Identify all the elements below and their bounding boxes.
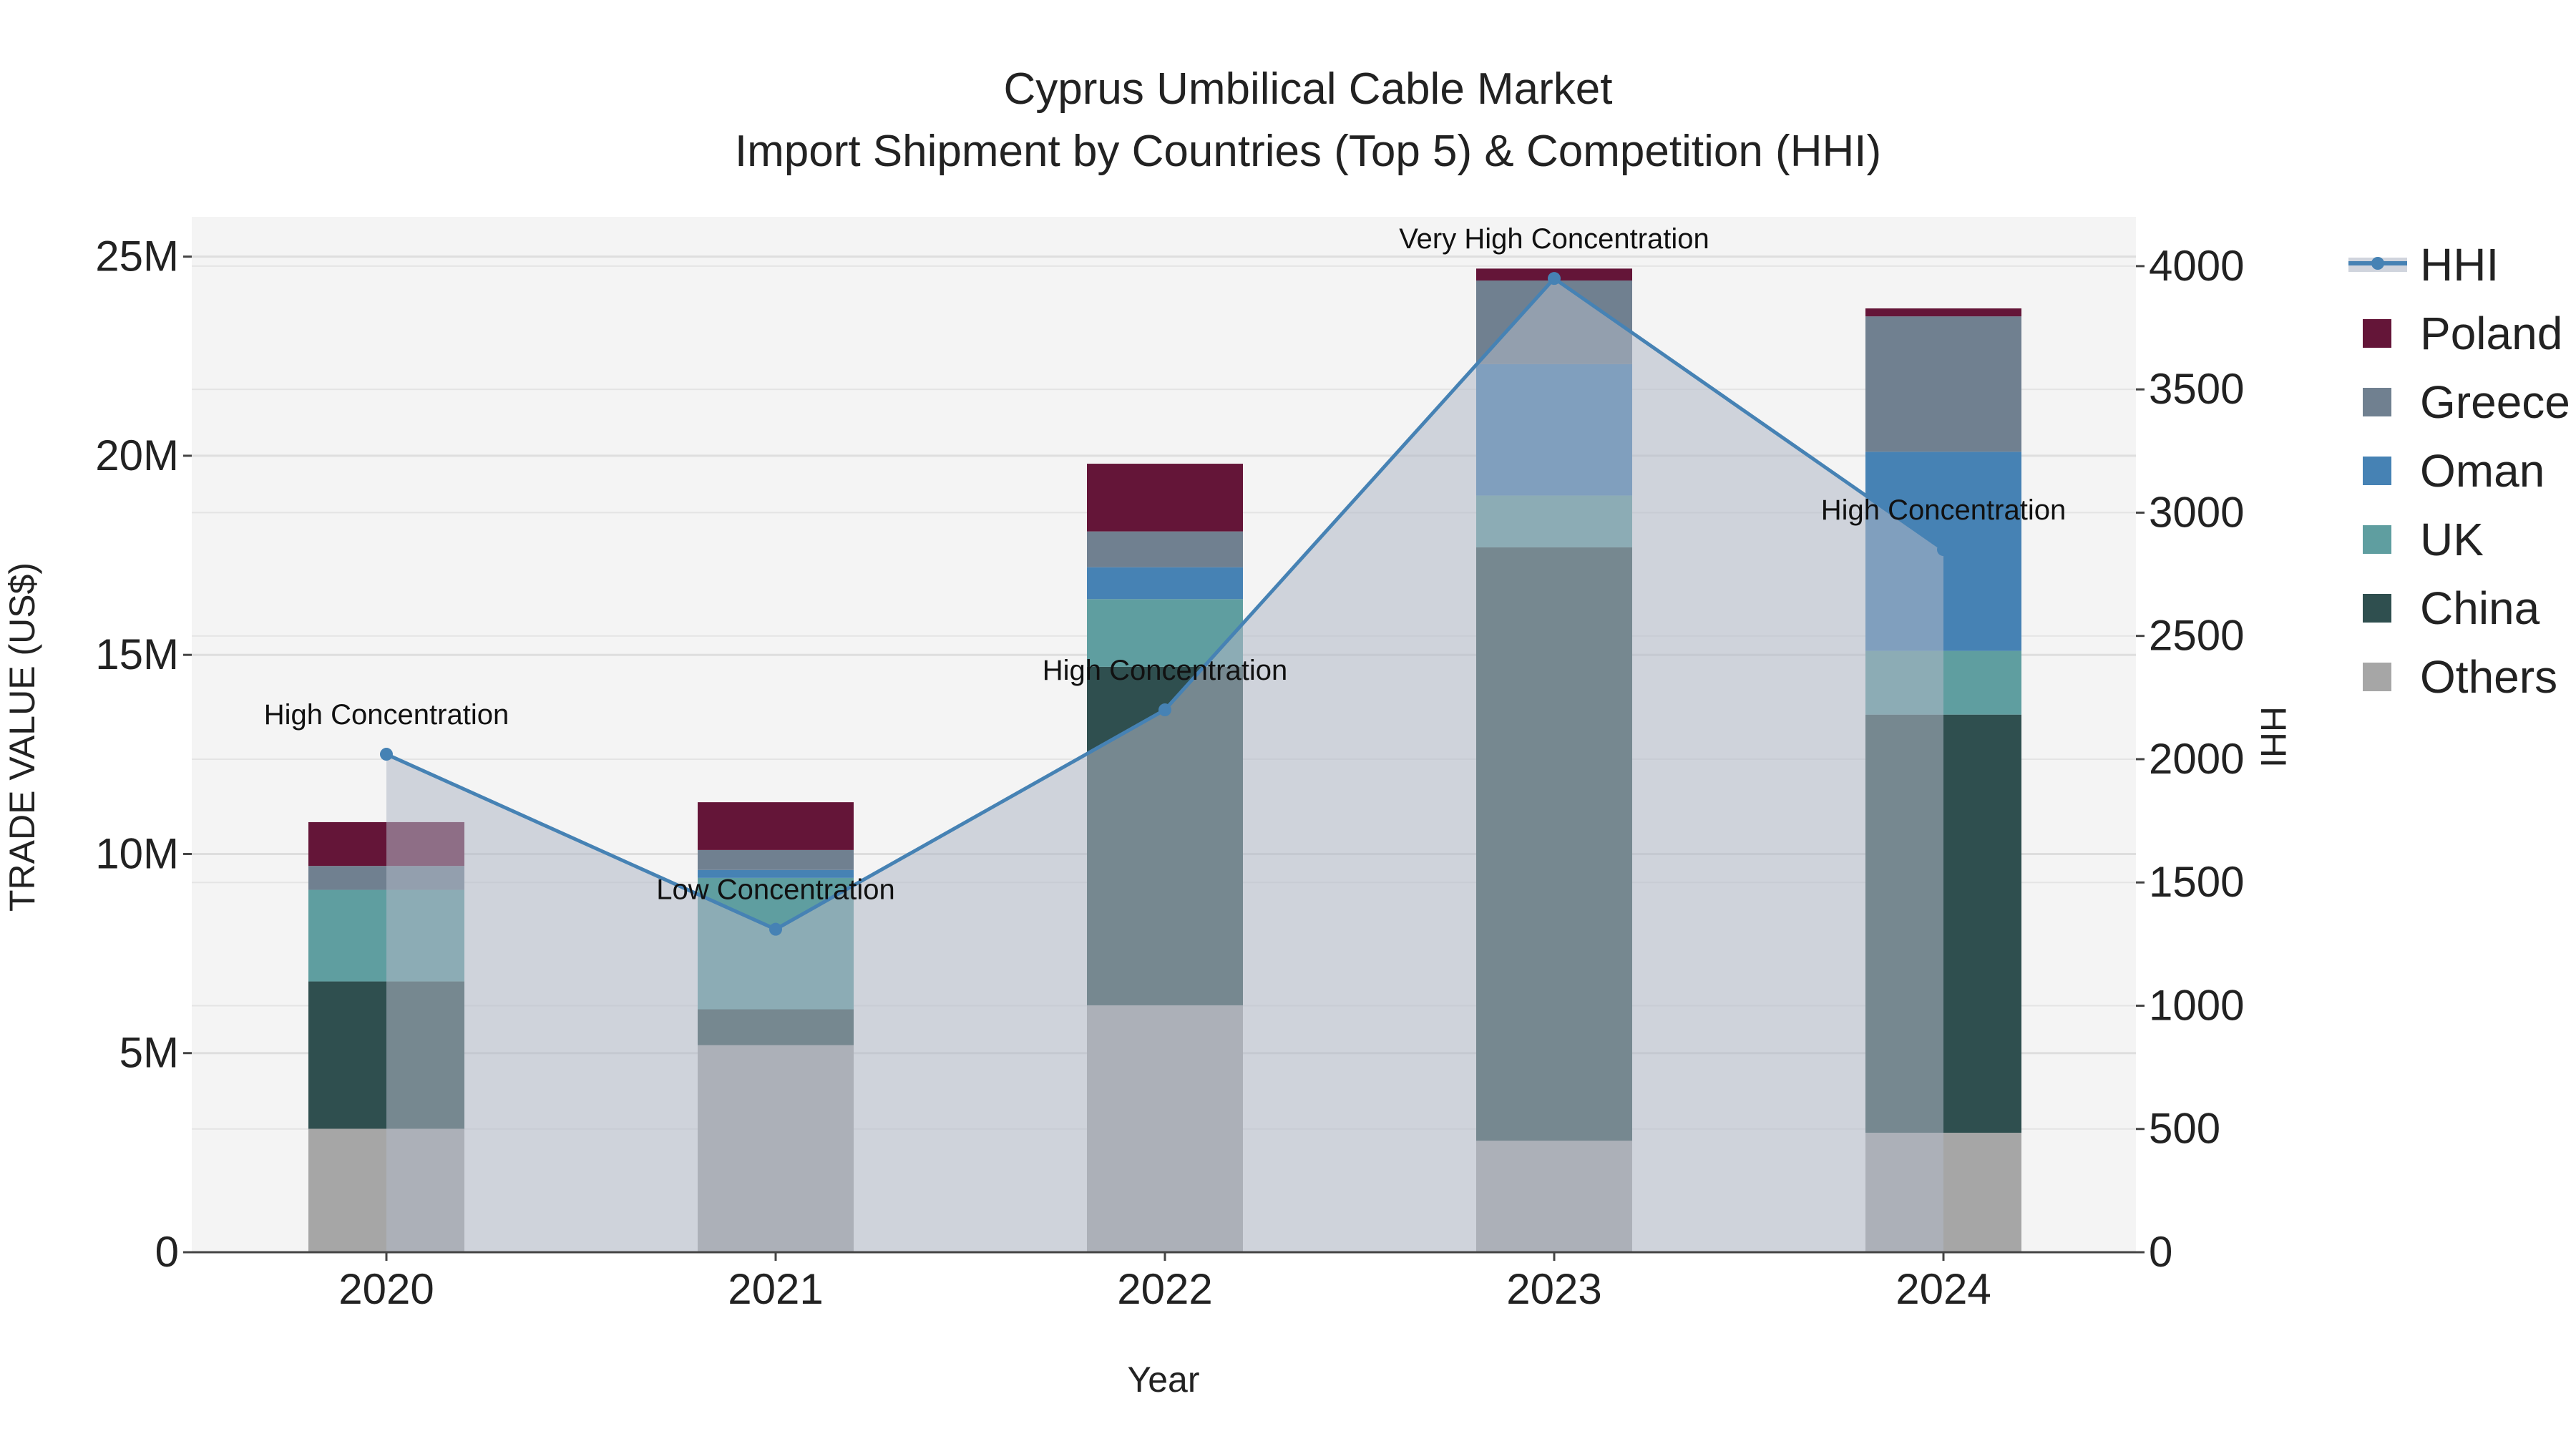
- y2-tick-label-7: 3500: [2149, 365, 2244, 413]
- legend-label-greece: Greece: [2420, 376, 2570, 428]
- hhi-annotation-2021: Low Concentration: [656, 874, 895, 906]
- y2-tick-label-0: 0: [2149, 1228, 2172, 1276]
- legend-swatch-hhi-marker: [2371, 257, 2384, 270]
- y-tick-label-2: 10M: [95, 829, 179, 877]
- y2-tick-label-1: 500: [2149, 1105, 2220, 1153]
- legend-label-oman: Oman: [2420, 445, 2545, 497]
- hhi-annotation-2020: High Concentration: [264, 699, 509, 731]
- legend-label-others: Others: [2420, 651, 2557, 703]
- legend-label-poland: Poland: [2420, 308, 2562, 359]
- y-tick-label-0: 0: [155, 1228, 179, 1276]
- x-tick-label-2023: 2023: [1506, 1265, 1601, 1313]
- hhi-annotation-2024: High Concentration: [1821, 494, 2066, 526]
- y2-axis-title: HHI: [2253, 706, 2293, 768]
- bar-greece-2024: [1865, 316, 2021, 452]
- legend-swatch-others: [2363, 663, 2391, 691]
- y2-tick-label-5: 2500: [2149, 612, 2244, 660]
- y-tick-label-1: 5M: [119, 1029, 179, 1077]
- hhi-area-layer: [386, 278, 1943, 1252]
- bar-poland-2024: [1865, 308, 2021, 317]
- y-tick-label-4: 20M: [95, 431, 179, 479]
- y-tick-label-3: 15M: [95, 630, 179, 678]
- chart-title-line2: Import Shipment by Countries (Top 5) & C…: [735, 127, 1881, 176]
- hhi-point-2022: [1158, 703, 1171, 717]
- x-tick-label-2021: 2021: [728, 1265, 823, 1313]
- hhi-point-2021: [769, 922, 782, 936]
- legend-swatch-oman: [2363, 457, 2391, 485]
- hhi-point-2024: [1937, 543, 1950, 557]
- legend: HHI Poland Greece Oman UK China Others: [2348, 239, 2570, 703]
- legend-label-uk: UK: [2420, 514, 2484, 565]
- hhi-annotations: High Concentration Low Concentration High …: [264, 223, 2066, 906]
- bar-oman-2022: [1087, 567, 1243, 600]
- bar-oman-2021: [698, 869, 854, 878]
- x-axis-ticks: 2020 2021 2022 2023 2024: [338, 1252, 1991, 1313]
- y2-tick-label-2: 1000: [2149, 981, 2244, 1029]
- hhi-point-2020: [380, 748, 393, 761]
- legend-swatch-china: [2363, 594, 2391, 623]
- x-axis-title: Year: [1127, 1360, 1199, 1400]
- hhi-area-fill: [386, 278, 1943, 1252]
- legend-label-hhi: HHI: [2420, 239, 2499, 291]
- hhi-annotation-2023: Very High Concentration: [1399, 223, 1709, 255]
- legend-label-china: China: [2420, 582, 2540, 634]
- y-axis-title: TRADE VALUE (US$): [2, 562, 42, 912]
- bar-greece-2021: [698, 849, 854, 870]
- hhi-line-layer: [380, 272, 1950, 936]
- y2-tick-label-6: 3000: [2149, 488, 2244, 536]
- bar-poland-2021: [698, 802, 854, 850]
- x-tick-label-2020: 2020: [338, 1265, 434, 1313]
- bar-greece-2022: [1087, 531, 1243, 567]
- y-tick-label-5: 25M: [95, 233, 179, 280]
- legend-swatch-greece: [2363, 388, 2391, 416]
- x-tick-label-2024: 2024: [1896, 1265, 1991, 1313]
- bar-poland-2022: [1087, 464, 1243, 532]
- y2-axis-ticks: 0 500 1000 1500 2000 2500 3000 3500 4000: [2136, 242, 2244, 1276]
- y2-tick-label-8: 4000: [2149, 242, 2244, 290]
- hhi-annotation-2022: High Concentration: [1043, 655, 1287, 686]
- x-tick-label-2022: 2022: [1117, 1265, 1212, 1313]
- y2-tick-label-4: 2000: [2149, 735, 2244, 783]
- y-axis-ticks: 0 5M 10M 15M 20M 25M: [95, 233, 192, 1276]
- chart-title-line1: Cyprus Umbilical Cable Market: [1003, 64, 1612, 114]
- legend-swatch-uk: [2363, 525, 2391, 554]
- y2-tick-label-3: 1500: [2149, 858, 2244, 906]
- hhi-point-2023: [1548, 272, 1561, 286]
- legend-swatch-poland: [2363, 319, 2391, 348]
